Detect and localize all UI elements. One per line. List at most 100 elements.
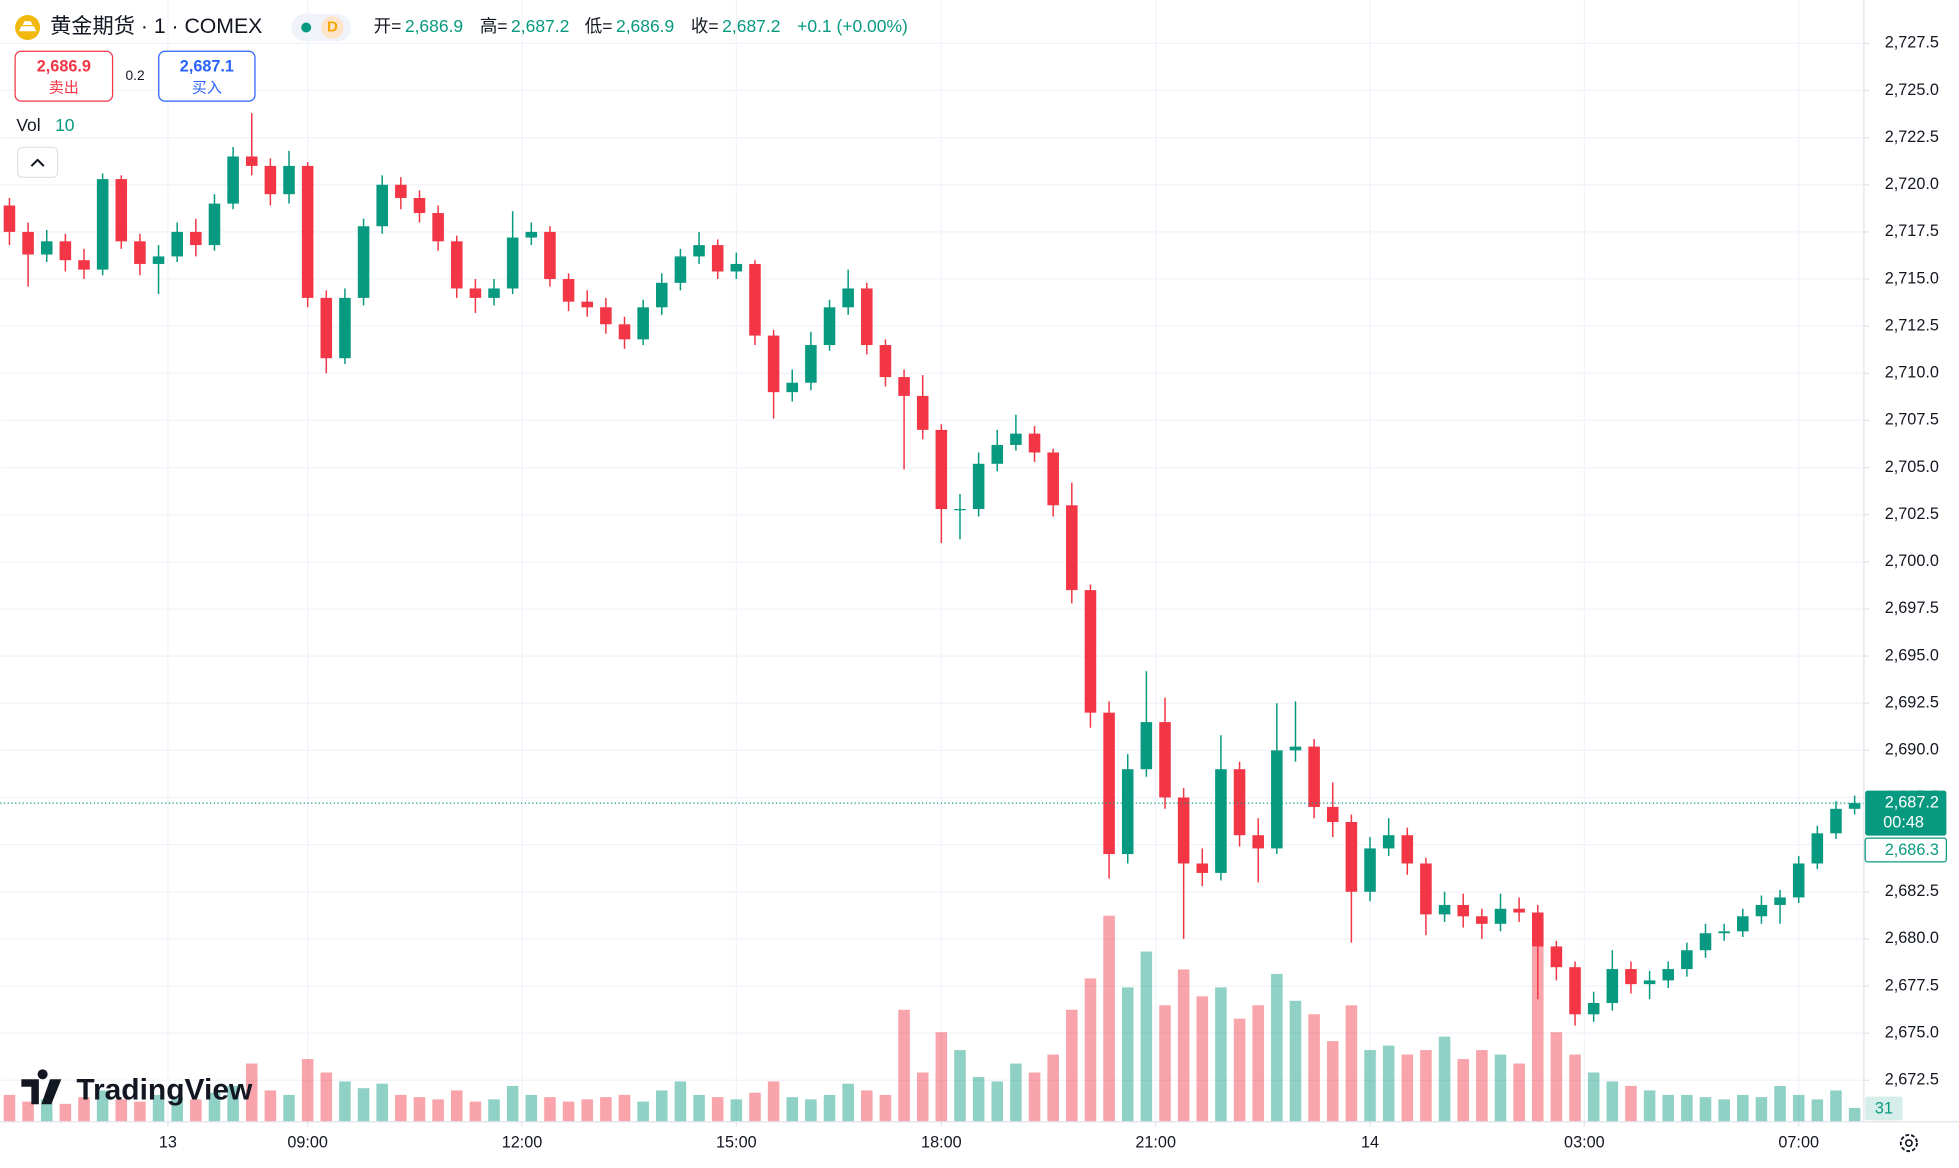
buy-price[interactable]: 2,687.1 [180, 58, 234, 76]
x-tick-label: 13 [159, 1133, 177, 1151]
volume-bar [1345, 1005, 1358, 1122]
y-tick-label: 2,682.5 [1885, 882, 1939, 900]
sell-price[interactable]: 2,686.9 [37, 58, 91, 76]
volume-bar [1028, 1072, 1041, 1122]
sell-box[interactable] [14, 50, 114, 102]
candle-body [711, 245, 724, 272]
candle-body [1010, 433, 1022, 445]
candle-body [1643, 980, 1656, 985]
candle-body [1755, 904, 1768, 917]
candle-body [1103, 712, 1115, 855]
candle-body [525, 231, 538, 238]
candle-body [1513, 908, 1525, 913]
y-tick-label: 2,705.0 [1885, 458, 1939, 476]
candle-body [842, 288, 854, 308]
volume-bar [1010, 1063, 1022, 1122]
ohlc-label: 低= [585, 16, 613, 36]
x-tick-label: 09:00 [287, 1133, 328, 1151]
candle-body [1289, 746, 1302, 751]
candle-body [916, 395, 929, 430]
candle-body [1718, 931, 1730, 934]
y-tick-label: 2,722.5 [1885, 128, 1939, 146]
volume-legend-label: Vol [16, 115, 40, 135]
x-tick-label: 18:00 [921, 1133, 962, 1151]
volume-bar [656, 1090, 668, 1122]
volume-bar [115, 1099, 128, 1122]
candle-body [339, 297, 351, 359]
volume-bar [96, 1090, 109, 1122]
volume-bar [1457, 1059, 1469, 1122]
candle-body [544, 231, 556, 280]
volume-bar [1401, 1054, 1414, 1122]
volume-bar [1625, 1085, 1637, 1122]
candle-body [1401, 835, 1414, 864]
candle-body [115, 179, 128, 242]
volume-bar [1196, 996, 1209, 1122]
volume-bar [1103, 915, 1115, 1122]
candle-body [283, 165, 295, 195]
candle-body [450, 241, 463, 289]
candle-body [600, 307, 612, 325]
second-price-tag [1864, 837, 1948, 863]
volume-bar [59, 1103, 72, 1122]
volume-bar [1513, 1063, 1525, 1122]
volume-bar [1121, 987, 1134, 1122]
candle-body [134, 241, 146, 264]
volume-bar [954, 1050, 966, 1122]
candle-body [78, 260, 90, 270]
gear-center[interactable] [1904, 1139, 1913, 1147]
y-tick-label: 2,710.0 [1885, 364, 1939, 382]
candle-body [3, 205, 16, 232]
candle-layer [0, 113, 1864, 1026]
volume-bar [1140, 951, 1153, 1122]
candle-body [190, 231, 202, 246]
sell-button[interactable]: 2,686.9 卖出 [14, 50, 114, 102]
volume-bar [1159, 1005, 1171, 1122]
buy-box[interactable] [158, 50, 256, 102]
candle-body [376, 184, 388, 227]
candle-body [1308, 746, 1320, 807]
volume-bar [1774, 1085, 1786, 1122]
candle-body [1531, 912, 1544, 947]
candle-body [805, 345, 817, 383]
candle-body [879, 345, 892, 378]
volume-bar [618, 1094, 631, 1122]
volume-bar [1084, 978, 1097, 1122]
candle-body [1382, 835, 1395, 849]
ohlc-value: 2,687.2 [722, 16, 780, 36]
buy-button[interactable]: 2,687.1 买入 [158, 50, 256, 102]
x-tick-label: 07:00 [1778, 1133, 1819, 1151]
volume-bar [879, 1094, 892, 1122]
candle-body [1699, 933, 1712, 951]
collapse-button[interactable] [16, 146, 59, 179]
candle-body [152, 256, 165, 264]
symbol-logo-mark [18, 21, 37, 32]
volume-bar [600, 1097, 612, 1122]
y-tick-label: 2,675.0 [1885, 1023, 1939, 1041]
volume-bar [823, 1094, 836, 1122]
y-tick-label: 2,690.0 [1885, 741, 1939, 759]
volume-bar [1233, 1018, 1246, 1122]
candle-body [972, 463, 985, 510]
volume-bar [488, 1099, 500, 1122]
volume-bar [1848, 1107, 1861, 1122]
candle-body [637, 307, 649, 340]
candle-body [991, 444, 1004, 464]
candle-body [1774, 897, 1786, 905]
ohlc-value: 2,687.2 [511, 16, 569, 36]
y-tick-label: 2,697.5 [1885, 599, 1939, 617]
sell-label[interactable]: 卖出 [49, 80, 79, 97]
volume-bar [749, 1092, 761, 1122]
volume-bar [1177, 969, 1190, 1122]
candle-body [1737, 916, 1749, 932]
volume-bar [1252, 1005, 1264, 1122]
y-tick-label: 2,715.0 [1885, 269, 1939, 287]
collapse-box[interactable] [16, 146, 59, 179]
collapse-icon[interactable] [30, 158, 45, 167]
candle-body [1681, 950, 1693, 970]
volume-bar [1550, 1032, 1563, 1122]
symbol-name: 黄金期货 · 1 · COMEX [50, 14, 262, 38]
volume-bar [227, 1085, 239, 1122]
buy-label[interactable]: 买入 [192, 80, 222, 97]
